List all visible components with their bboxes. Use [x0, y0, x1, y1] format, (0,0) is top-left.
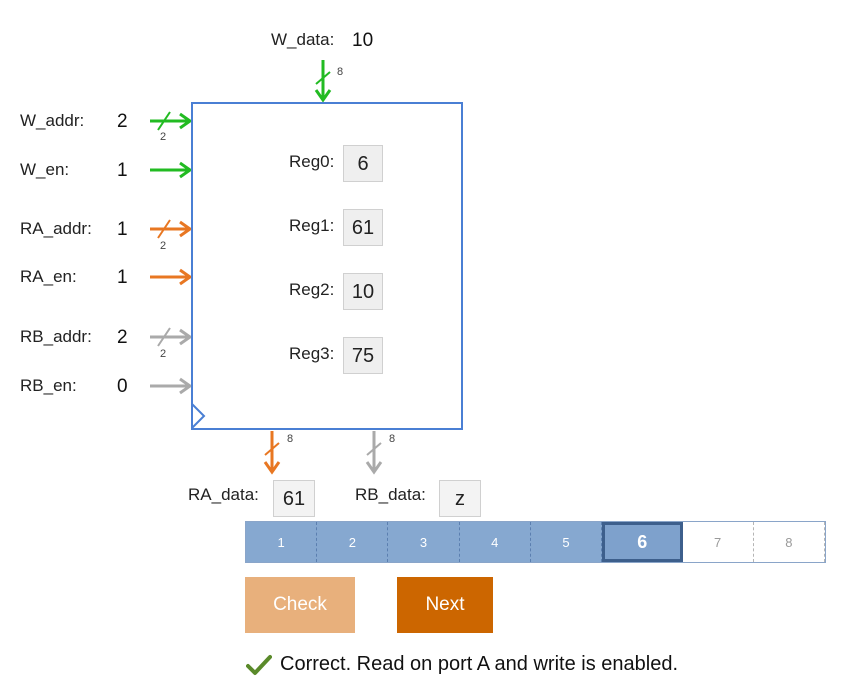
- rb-data-value: z: [439, 480, 481, 517]
- rb-data-label: RB_data:: [355, 485, 426, 504]
- reg2-value: 10: [343, 273, 383, 310]
- register-file: [191, 102, 463, 430]
- ra-addr-arrow: [150, 219, 193, 239]
- w-en-label: W_en:: [20, 160, 70, 179]
- ra-data-width: 8: [287, 433, 293, 445]
- next-button[interactable]: Next: [397, 577, 493, 633]
- reg1-label: Reg1:: [289, 216, 335, 235]
- clock-triangle-icon: [191, 403, 206, 429]
- ra-addr-value: 1: [117, 219, 128, 240]
- ra-data-label: RA_data:: [188, 485, 259, 504]
- step-4[interactable]: 4: [459, 522, 531, 562]
- step-8[interactable]: 8: [753, 522, 825, 562]
- reg2-label: Reg2:: [289, 280, 335, 299]
- step-5[interactable]: 5: [530, 522, 603, 562]
- w-data-label: W_data:: [271, 30, 335, 49]
- w-data-width: 8: [337, 66, 343, 78]
- w-addr-width: 2: [160, 131, 166, 143]
- check-button[interactable]: Check: [245, 577, 355, 633]
- ra-addr-width: 2: [160, 240, 166, 252]
- w-data-arrow: [314, 60, 332, 103]
- w-addr-value: 2: [117, 111, 128, 132]
- w-en-value: 1: [117, 160, 128, 181]
- rb-addr-width: 2: [160, 348, 166, 360]
- rb-en-value: 0: [117, 376, 128, 397]
- rb-addr-value: 2: [117, 327, 128, 348]
- progress-steps: 1 2 3 4 5 6 7 8: [245, 521, 826, 563]
- ra-en-arrow: [150, 268, 193, 286]
- step-7[interactable]: 7: [682, 522, 754, 562]
- ra-en-label: RA_en:: [20, 267, 77, 286]
- w-en-arrow: [150, 161, 193, 179]
- step-2[interactable]: 2: [317, 522, 389, 562]
- ra-data-value: 61: [273, 480, 315, 517]
- ra-en-value: 1: [117, 267, 128, 288]
- rb-addr-arrow: [150, 327, 193, 347]
- rb-data-width: 8: [389, 433, 395, 445]
- wire-layer: 8 2 2 2 8: [150, 60, 395, 475]
- reg3-label: Reg3:: [289, 344, 335, 363]
- reg0-value: 6: [343, 145, 383, 182]
- ra-addr-label: RA_addr:: [20, 219, 92, 238]
- reg1-value: 61: [343, 209, 383, 246]
- check-mark-icon: [246, 654, 272, 675]
- feedback-message: Correct. Read on port A and write is ena…: [246, 653, 678, 676]
- ra-data-arrow: [263, 431, 281, 475]
- rb-data-arrow: [365, 431, 383, 475]
- w-data-value: 10: [352, 30, 374, 51]
- rb-en-label: RB_en:: [20, 376, 77, 395]
- reg3-value: 75: [343, 337, 383, 374]
- step-1[interactable]: 1: [246, 522, 318, 562]
- step-6-current[interactable]: 6: [602, 522, 683, 562]
- step-3[interactable]: 3: [388, 522, 460, 562]
- feedback-text: Correct. Read on port A and write is ena…: [280, 653, 679, 675]
- reg0-label: Reg0:: [289, 152, 335, 171]
- w-addr-arrow: [150, 111, 193, 131]
- rb-addr-label: RB_addr:: [20, 327, 92, 346]
- w-addr-label: W_addr:: [20, 111, 85, 130]
- rb-en-arrow: [150, 377, 193, 395]
